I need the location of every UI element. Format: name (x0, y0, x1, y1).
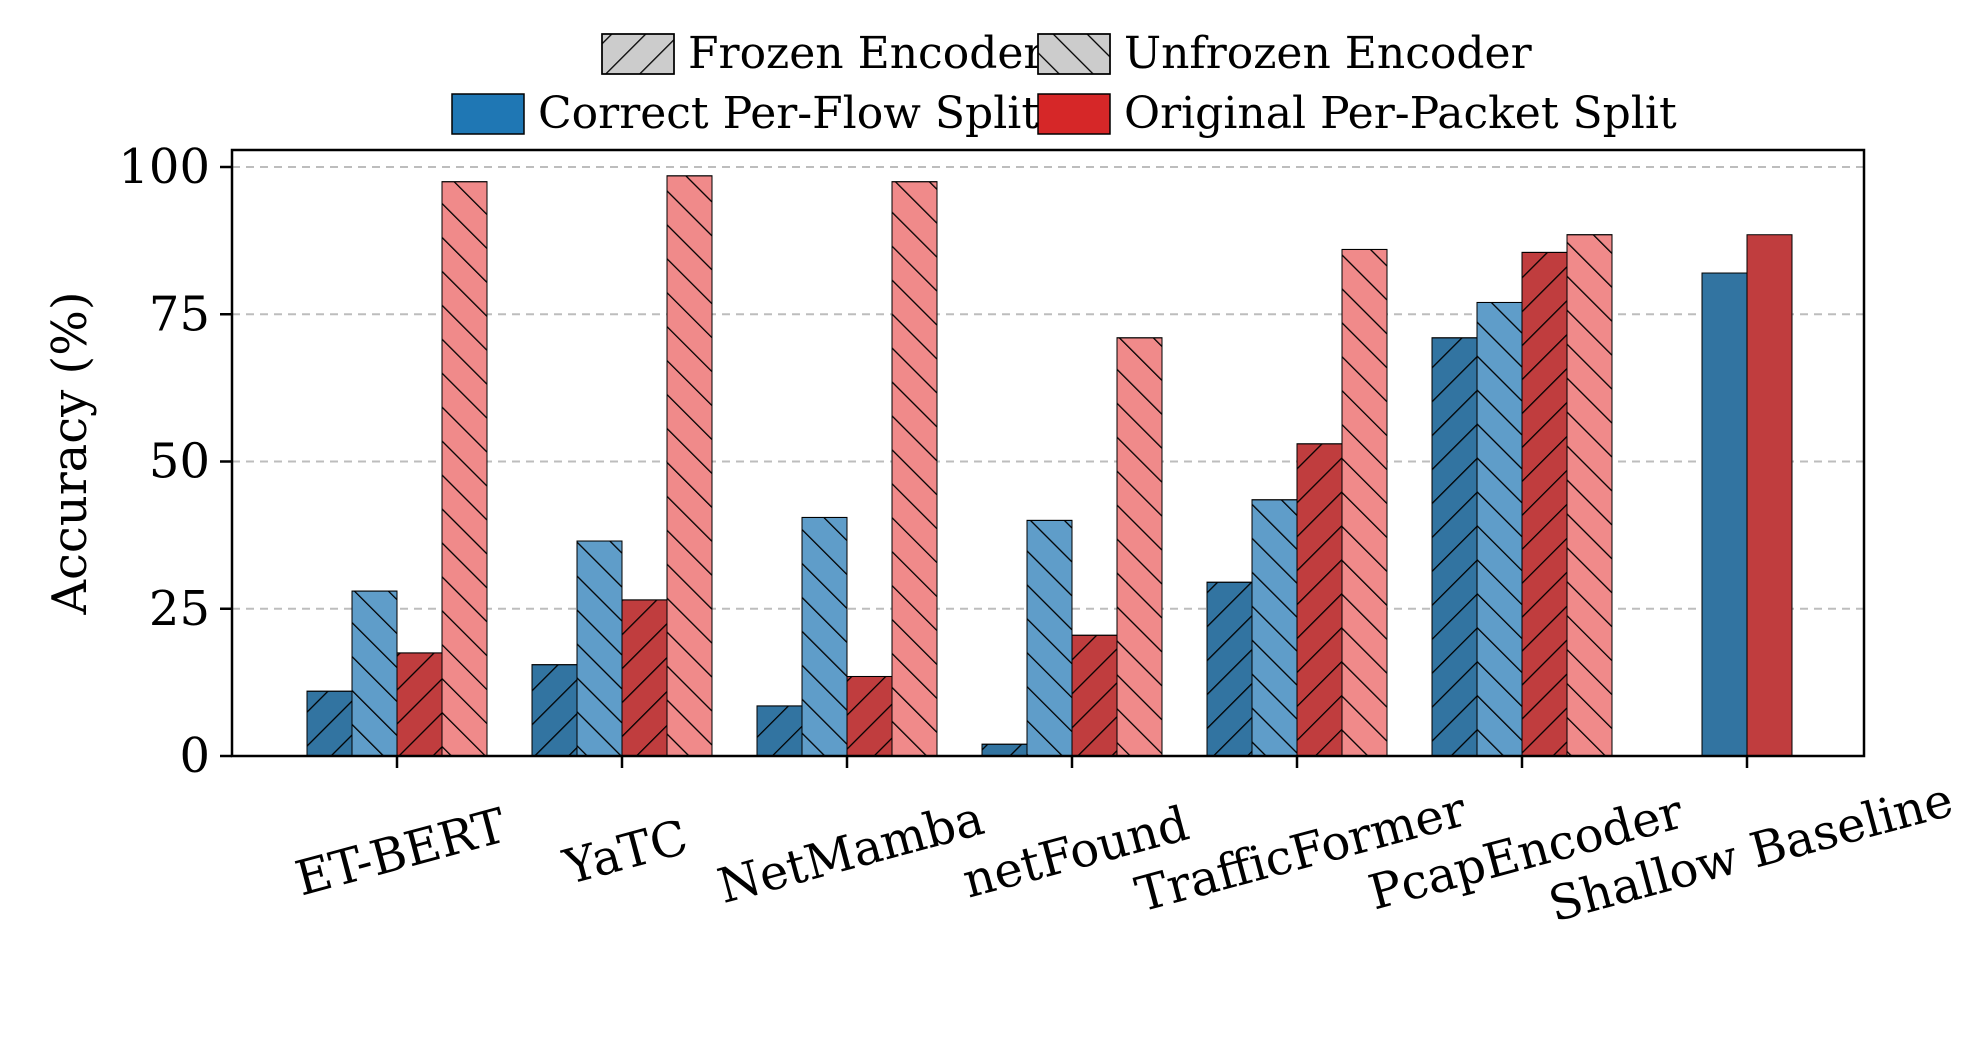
bar-hatch (621, 599, 668, 757)
bar-hatch (306, 690, 353, 757)
legend-label: Correct Per-Flow Split (538, 88, 1039, 139)
bar-hatch (801, 516, 848, 757)
legend-label: Unfrozen Encoder (1124, 28, 1533, 79)
bar-hatch (1341, 248, 1388, 757)
legend: Frozen Encoder Unfrozen Encoder Correct Pe… (451, 28, 1677, 139)
bar-hatch (891, 181, 938, 757)
bar-shallow-baseline-s2 (1746, 234, 1793, 757)
plot-frame (230, 148, 1866, 758)
bars (306, 175, 1793, 757)
bar-hatch (441, 181, 488, 757)
bar-hatch (1566, 234, 1613, 757)
bar-hatch (1521, 251, 1568, 757)
bar-hatch (396, 652, 443, 757)
bar-hatch (981, 743, 1028, 757)
legend-swatch (451, 93, 525, 135)
y-axis-ticks: 0 25 50 75 100 (118, 139, 232, 784)
y-tick-label: 75 (149, 286, 210, 342)
legend-label: Frozen Encoder (688, 28, 1045, 79)
bar-hatch (576, 540, 623, 757)
x-tick-label: NetMamba (712, 790, 990, 915)
bar-hatch (1026, 519, 1073, 757)
bar-hatch (1296, 443, 1343, 757)
bar-hatch (531, 664, 578, 757)
y-tick-label: 100 (118, 139, 210, 195)
bar-hatch (846, 675, 893, 757)
legend-swatch (1037, 93, 1111, 135)
y-tick-label: 50 (149, 434, 210, 490)
legend-label: Original Per-Packet Split (1124, 88, 1677, 139)
bar-hatch (1476, 301, 1523, 757)
x-tick-label: ET-BERT (290, 798, 512, 908)
legend-swatch-hatch (601, 33, 675, 75)
bar-shallow-baseline-s0 (1701, 272, 1748, 757)
bar-hatch (1431, 337, 1478, 757)
bar-hatch (1071, 634, 1118, 757)
bar-hatch (351, 590, 398, 757)
x-tick-label: YaTC (557, 809, 694, 896)
legend-swatch-hatch (1037, 33, 1111, 75)
bar-hatch (1206, 581, 1253, 757)
y-tick-label: 0 (179, 728, 210, 784)
y-tick-label: 25 (149, 581, 210, 637)
x-axis-ticks: ET-BERT YaTC NetMambanetFoundTrafficFormer… (290, 756, 1959, 933)
bar-hatch (1251, 499, 1298, 757)
bar-hatch (1116, 337, 1163, 757)
y-axis-label: Accuracy (%) (42, 291, 98, 615)
bar-hatch (756, 705, 803, 757)
bar-hatch (666, 175, 713, 757)
